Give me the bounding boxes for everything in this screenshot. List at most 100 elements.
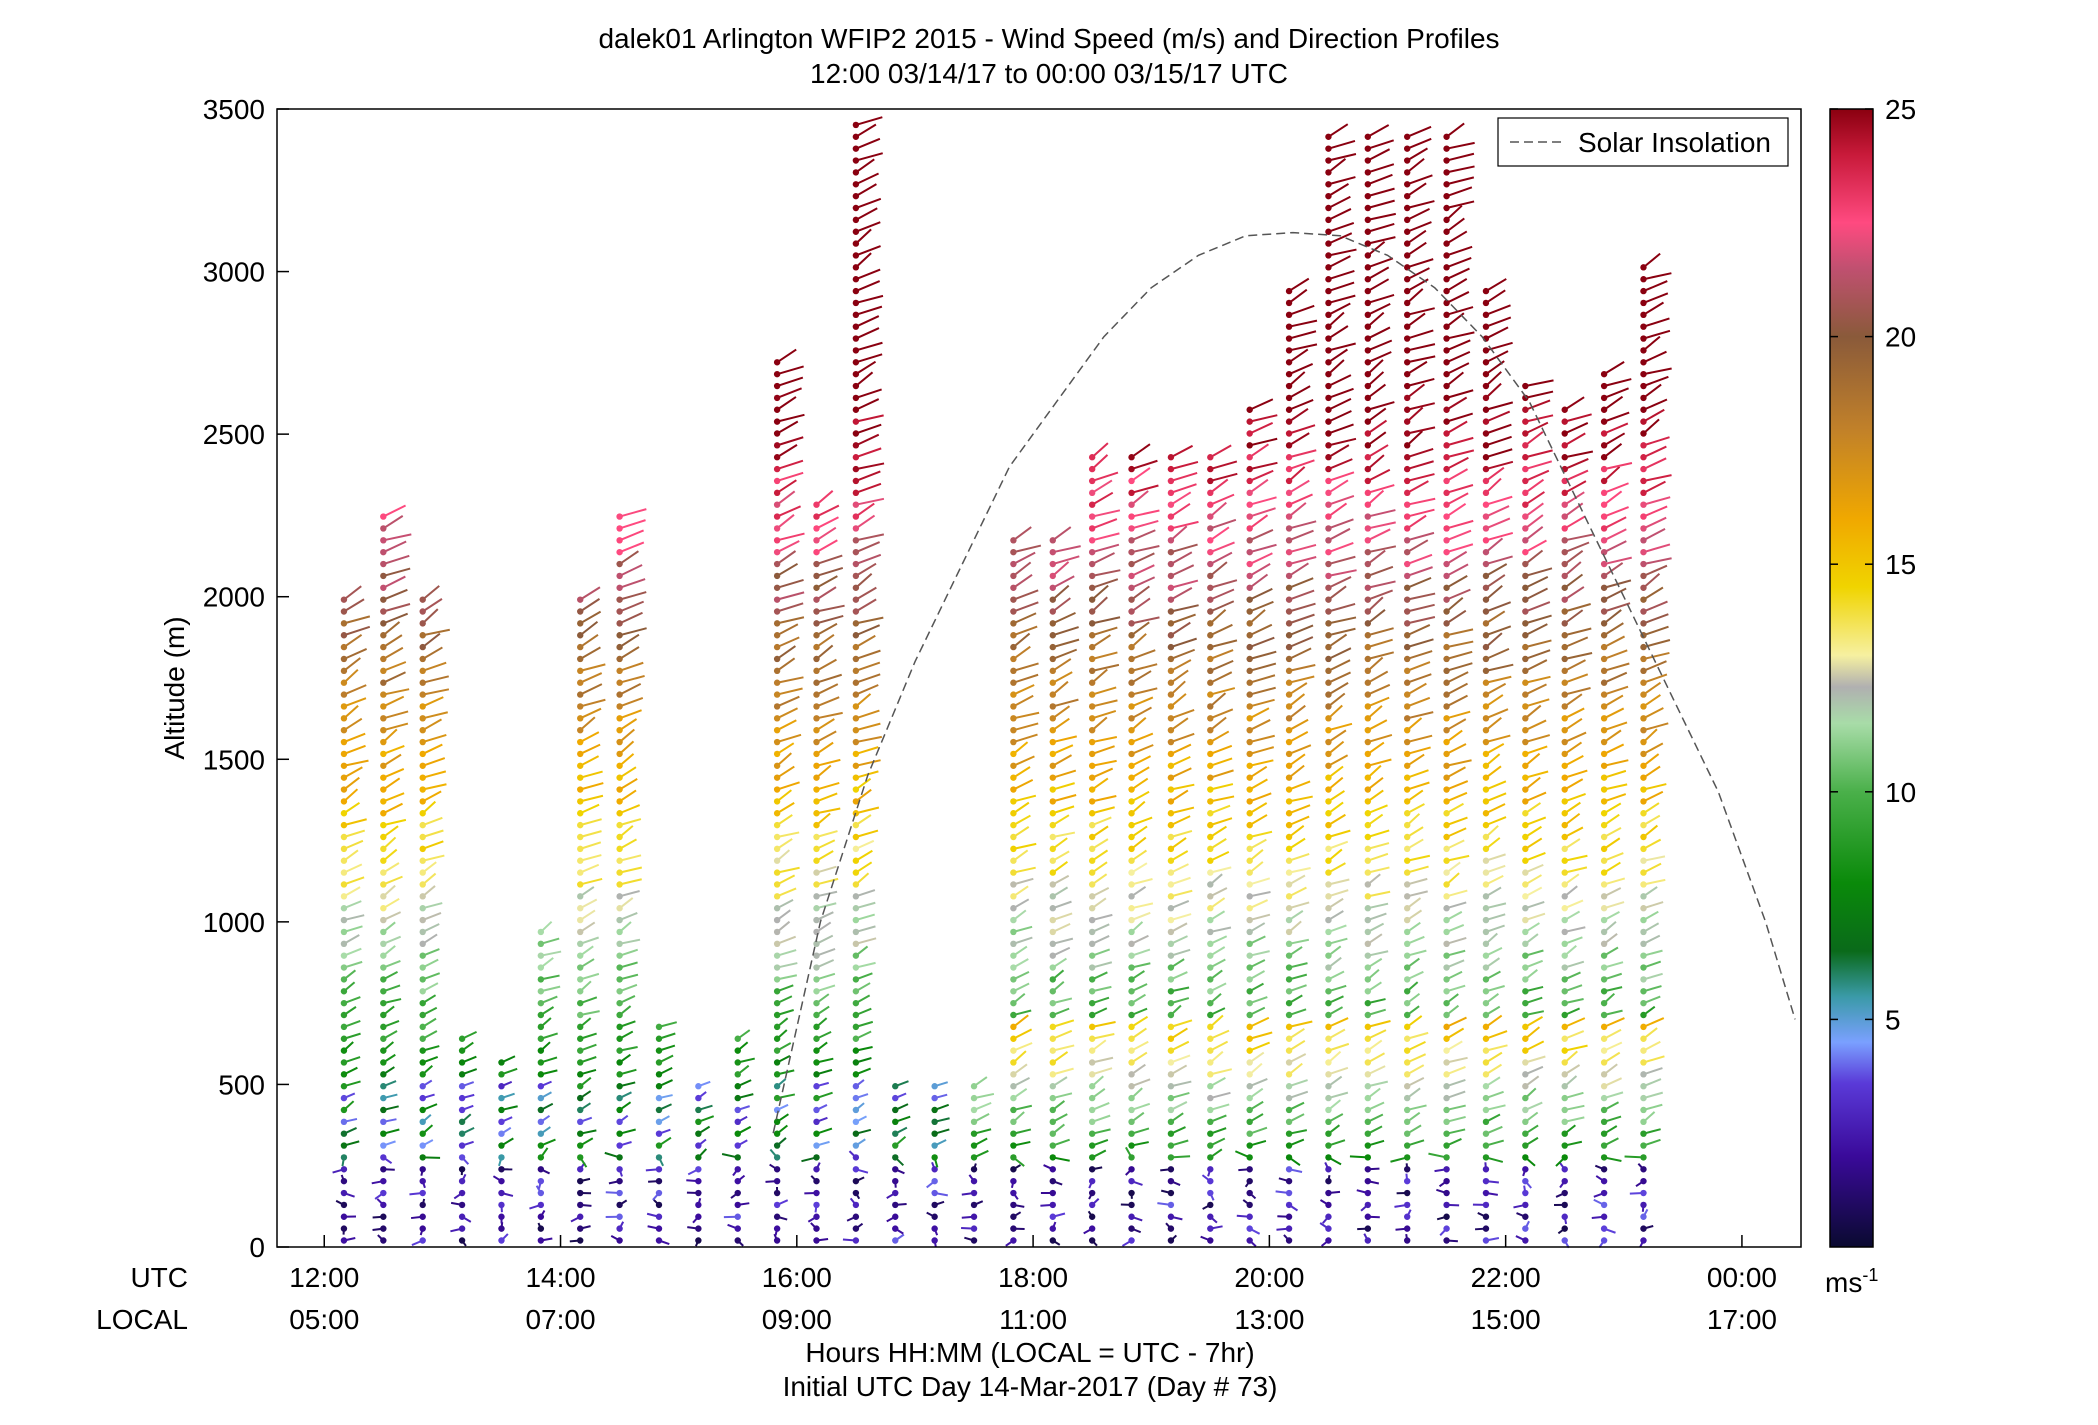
- wind-barb: [382, 515, 404, 530]
- wind-barb: [343, 839, 364, 850]
- wind-barb-dot: [1088, 1083, 1096, 1090]
- wind-barb-dot: [1285, 905, 1293, 912]
- wind-barb: [422, 757, 446, 767]
- wind-barb-dot: [1128, 928, 1135, 936]
- wind-barb-dot: [1088, 869, 1096, 876]
- wind-barb-dot: [1482, 821, 1490, 829]
- wind-barb-dot: [1522, 750, 1529, 758]
- wind-barb-dot: [813, 1166, 820, 1173]
- wind-barb-dot: [1522, 1094, 1529, 1102]
- wind-barb-dot: [1443, 1059, 1450, 1066]
- wind-barb-dot: [852, 845, 860, 853]
- wind-barb: [816, 539, 838, 554]
- wind-barb-dot: [577, 1094, 584, 1102]
- wind-barb-dot: [340, 1213, 348, 1220]
- wind-barb-dot: [616, 655, 623, 663]
- wind-barb: [855, 598, 877, 613]
- wind-barb-dot: [1285, 833, 1293, 841]
- wind-barb-dot: [852, 762, 860, 769]
- wind-barb: [1564, 469, 1589, 482]
- wind-barb-dot: [1128, 893, 1135, 900]
- wind-barb-dot: [1167, 608, 1175, 615]
- wind-barb-dot: [813, 857, 820, 864]
- wind-barb-dot: [813, 537, 820, 544]
- wind-barb-dot: [380, 1106, 387, 1114]
- wind-barb-dot: [1443, 833, 1450, 841]
- wind-barb-dot: [734, 1035, 741, 1042]
- wind-barb-dot: [1285, 454, 1293, 461]
- wind-barb-dot: [577, 928, 584, 936]
- wind-barb-dot: [1561, 1118, 1568, 1126]
- wind-barb-dot: [380, 1237, 387, 1244]
- wind-barb: [855, 497, 885, 506]
- wind-barb: [1288, 647, 1312, 660]
- wind-barb: [1643, 862, 1662, 874]
- wind-barb-dot: [1600, 489, 1608, 497]
- wind-barb: [855, 252, 872, 269]
- wind-barb: [1052, 555, 1080, 565]
- wind-barb: [776, 974, 798, 981]
- wind-barb-dot: [616, 821, 623, 829]
- wind-barb-dot: [1561, 525, 1568, 532]
- wind-barb-dot: [1522, 1189, 1529, 1197]
- wind-barb-dot: [1640, 643, 1647, 651]
- wind-barb-dot: [419, 703, 426, 710]
- wind-barb: [1091, 454, 1109, 470]
- wind-barb-dot: [1246, 1023, 1253, 1031]
- wind-barb: [422, 902, 443, 910]
- x-tick-label-local: 15:00: [1471, 1304, 1541, 1335]
- wind-barb-dot: [1167, 655, 1175, 663]
- wind-barb: [816, 673, 843, 684]
- wind-barb-dot: [1561, 1225, 1568, 1232]
- wind-barb-dot: [1246, 976, 1253, 983]
- wind-barb: [1367, 148, 1391, 162]
- wind-barb: [1091, 491, 1114, 506]
- wind-barb-dot: [1128, 1023, 1135, 1031]
- wind-barb-dot: [577, 774, 584, 781]
- wind-barb-dot: [1128, 750, 1135, 758]
- x-tick-label-local: 17:00: [1707, 1304, 1777, 1335]
- wind-barb: [1643, 972, 1663, 981]
- wind-barb-dot: [1443, 715, 1450, 722]
- wind-barb-dot: [1600, 869, 1608, 876]
- wind-barb: [1406, 174, 1433, 186]
- wind-barb: [1091, 1033, 1115, 1040]
- wind-barb-dot: [1088, 525, 1096, 532]
- wind-barb: [1643, 651, 1670, 660]
- wind-barb: [343, 625, 371, 637]
- wind-barb: [382, 875, 403, 886]
- wind-barb: [1367, 351, 1392, 364]
- wind-barb: [776, 562, 799, 577]
- wind-barb-dot: [1443, 157, 1450, 164]
- wind-barb: [1327, 444, 1350, 459]
- wind-barb-dot: [616, 988, 623, 995]
- wind-barb: [1367, 339, 1393, 352]
- wind-barb-dot: [1364, 1047, 1372, 1054]
- wind-barb-dot: [1404, 1225, 1411, 1232]
- wind-barb-dot: [1404, 1083, 1411, 1090]
- wind-barb-dot: [1522, 833, 1529, 841]
- wind-barb-dot: [813, 999, 820, 1007]
- wind-barb-dot: [1128, 1094, 1135, 1102]
- wind-barb-dot: [1088, 857, 1096, 864]
- wind-barb: [855, 315, 880, 328]
- wind-barb: [1367, 302, 1391, 316]
- wind-barb-dot: [1640, 821, 1647, 829]
- wind-barb-dot: [1561, 1142, 1568, 1149]
- wind-barb: [1643, 1067, 1663, 1076]
- wind-barb-dot: [419, 726, 426, 734]
- wind-barb-dot: [1207, 454, 1214, 461]
- wind-barb: [1643, 1091, 1664, 1100]
- wind-barb: [776, 420, 799, 435]
- wind-barb: [579, 610, 602, 625]
- wind-barb: [1052, 705, 1071, 720]
- wind-barb: [1406, 603, 1435, 613]
- wind-barb-dot: [1443, 465, 1450, 473]
- wind-barb-dot: [852, 287, 860, 295]
- wind-barb-dot: [616, 1023, 623, 1031]
- wind-barb-dot: [1167, 726, 1175, 734]
- wind-barb: [1327, 255, 1351, 269]
- wind-barb-dot: [852, 430, 860, 437]
- wind-barb-dot: [813, 798, 820, 805]
- wind-barb: [1642, 573, 1661, 589]
